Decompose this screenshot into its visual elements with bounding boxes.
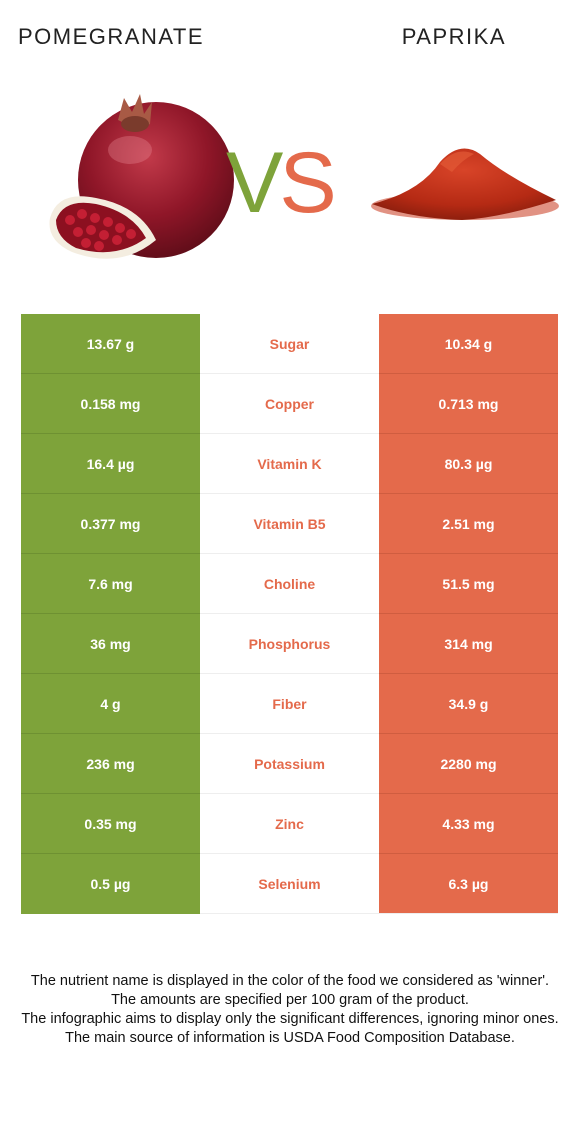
nutrient-name: Sugar	[200, 314, 379, 374]
left-value: 0.35 mg	[21, 794, 200, 854]
pomegranate-image	[49, 94, 234, 259]
footnote: The nutrient name is displayed in the co…	[16, 972, 564, 1048]
left-value: 7.6 mg	[21, 554, 200, 614]
table-row: 0.158 mg Copper 0.713 mg	[21, 374, 558, 434]
food-images	[49, 94, 559, 259]
right-value: 80.3 µg	[379, 434, 558, 494]
right-value: 2280 mg	[379, 734, 558, 794]
table-row: 36 mg Phosphorus 314 mg	[21, 614, 558, 674]
nutrient-name: Vitamin K	[200, 434, 379, 494]
table-row: 4 g Fiber 34.9 g	[21, 674, 558, 734]
left-value: 0.158 mg	[21, 374, 200, 434]
table-row: 0.35 mg Zinc 4.33 mg	[21, 794, 558, 854]
right-food-title: PAPRIKA	[401, 24, 506, 49]
left-value: 4 g	[21, 674, 200, 734]
vs-label: VS	[226, 140, 337, 226]
left-value: 0.5 µg	[21, 854, 200, 914]
right-value: 6.3 µg	[379, 854, 558, 914]
table-row: 0.5 µg Selenium 6.3 µg	[21, 854, 558, 914]
paprika-image	[371, 148, 559, 220]
left-value: 13.67 g	[21, 314, 200, 374]
right-value: 314 mg	[379, 614, 558, 674]
vs-letter-v: V	[226, 135, 283, 231]
nutrient-name: Phosphorus	[200, 614, 379, 674]
footnote-line: The amounts are specified per 100 gram o…	[111, 992, 469, 1008]
left-value: 36 mg	[21, 614, 200, 674]
nutrient-name: Potassium	[200, 734, 379, 794]
footnote-line: The nutrient name is displayed in the co…	[30, 973, 550, 989]
nutrient-name: Choline	[200, 554, 379, 614]
left-food-title: POMEGRANATE	[18, 24, 205, 49]
nutrient-name: Vitamin B5	[200, 494, 379, 554]
table-row: 0.377 mg Vitamin B5 2.51 mg	[21, 494, 558, 554]
right-value: 51.5 mg	[379, 554, 558, 614]
right-value: 2.51 mg	[379, 494, 558, 554]
footnote-line: The infographic aims to display only the…	[21, 1011, 559, 1027]
nutrient-name: Fiber	[200, 674, 379, 734]
table-row: 7.6 mg Choline 51.5 mg	[21, 554, 558, 614]
table-row: 13.67 g Sugar 10.34 g	[21, 314, 558, 374]
right-value: 0.713 mg	[379, 374, 558, 434]
nutrient-name: Copper	[200, 374, 379, 434]
right-value: 34.9 g	[379, 674, 558, 734]
nutrient-name: Selenium	[200, 854, 379, 914]
right-value: 4.33 mg	[379, 794, 558, 854]
vs-letter-s: S	[279, 135, 336, 231]
footnote-line: The main source of information is USDA F…	[65, 1030, 515, 1046]
comparison-table: 13.67 g Sugar 10.34 g 0.158 mg Copper 0.…	[21, 314, 558, 914]
left-value: 16.4 µg	[21, 434, 200, 494]
table-row: 236 mg Potassium 2280 mg	[21, 734, 558, 794]
right-value: 10.34 g	[379, 314, 558, 374]
table-row: 16.4 µg Vitamin K 80.3 µg	[21, 434, 558, 494]
left-value: 0.377 mg	[21, 494, 200, 554]
left-value: 236 mg	[21, 734, 200, 794]
nutrient-name: Zinc	[200, 794, 379, 854]
